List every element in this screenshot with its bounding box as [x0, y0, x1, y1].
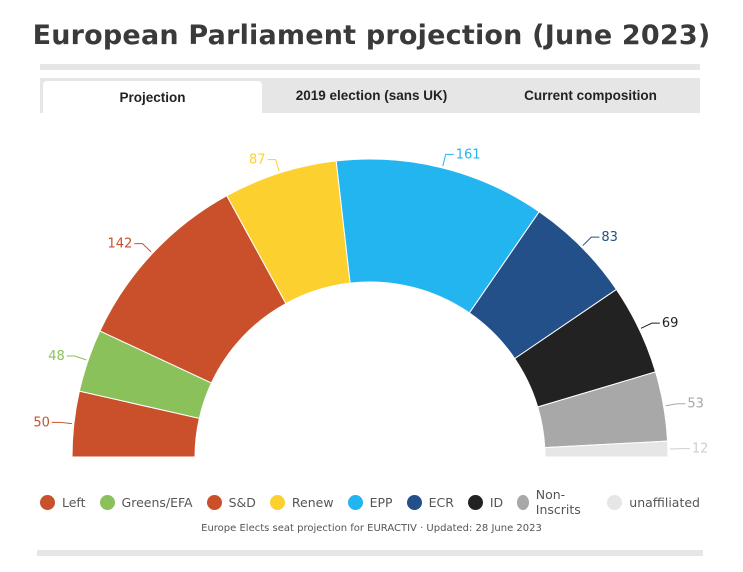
legend-swatch: [607, 494, 623, 510]
legend-label: Greens/EFA: [121, 494, 193, 510]
value-label-non-inscrits: 53: [687, 397, 704, 412]
value-label-ecr: 83: [601, 230, 618, 245]
value-label-left: 50: [33, 415, 50, 430]
legend-label: Renew: [291, 494, 334, 510]
tab-2019-election[interactable]: 2019 election (sans UK): [295, 88, 448, 103]
tab-projection[interactable]: Projection: [43, 81, 262, 113]
legend-item-epp[interactable]: EPP: [347, 494, 393, 510]
legend-item-ecr[interactable]: ECR: [406, 494, 454, 510]
legend-swatch: [206, 494, 222, 510]
legend-item-renew[interactable]: Renew: [269, 494, 334, 510]
parliament-chart: 50 48 142 87 161 83 69 53 12: [33, 147, 709, 458]
value-label-s-d: 142: [108, 237, 133, 252]
leader-line-left: [51, 421, 72, 425]
legend-label: Non-Inscrits: [535, 487, 581, 517]
value-label-renew: 87: [249, 153, 266, 168]
view-tabs: Projection 2019 election (sans UK) Curre…: [40, 78, 700, 113]
legend-swatch: [406, 494, 422, 510]
leader-line-renew: [267, 159, 280, 172]
bottom-divider: [37, 550, 703, 556]
top-divider: [40, 64, 700, 70]
value-label-epp: 161: [456, 147, 481, 162]
legend-swatch: [269, 494, 285, 510]
legend-label: S&D: [228, 494, 256, 510]
legend-item-s-d[interactable]: S&D: [206, 494, 256, 510]
leader-line-epp: [442, 153, 454, 167]
chart-title: European Parliament projection (June 202…: [32, 20, 711, 51]
legend-item-id[interactable]: ID: [467, 494, 504, 510]
leader-line-non-inscrits: [665, 403, 686, 407]
legend-swatch: [40, 494, 55, 510]
source-note: Europe Elects seat projection for EURACT…: [201, 523, 542, 534]
legend-swatch: [347, 494, 363, 510]
legend-label: unaffiliated: [629, 494, 700, 510]
legend: Left Greens/EFA S&D Renew EPP ECR ID Non-Inscri…: [40, 487, 700, 517]
legend-label: ID: [489, 494, 504, 510]
leader-line-greens-efa: [66, 355, 87, 361]
legend-item-greens-efa[interactable]: Greens/EFA: [99, 494, 193, 510]
legend-item-non-inscrits[interactable]: Non-Inscrits: [517, 487, 593, 517]
legend-swatch: [99, 494, 115, 510]
legend-swatch: [517, 494, 529, 510]
value-label-id: 69: [662, 316, 679, 331]
tab-current-composition[interactable]: Current composition: [524, 88, 657, 103]
slice-unaffiliated[interactable]: [544, 440, 669, 458]
leader-line-ecr: [582, 236, 600, 246]
legend-label: Left: [62, 494, 86, 510]
leader-line-s-d: [134, 243, 152, 253]
legend-item-left[interactable]: Left: [40, 494, 86, 510]
leader-line-id: [640, 322, 660, 329]
legend-label: EPP: [369, 494, 393, 510]
value-label-unaffiliated: 12: [692, 442, 709, 457]
legend-swatch: [467, 494, 483, 510]
legend-item-unaffiliated[interactable]: unaffiliated: [607, 494, 700, 510]
value-label-greens-efa: 48: [48, 349, 65, 364]
legend-label: ECR: [428, 494, 454, 510]
